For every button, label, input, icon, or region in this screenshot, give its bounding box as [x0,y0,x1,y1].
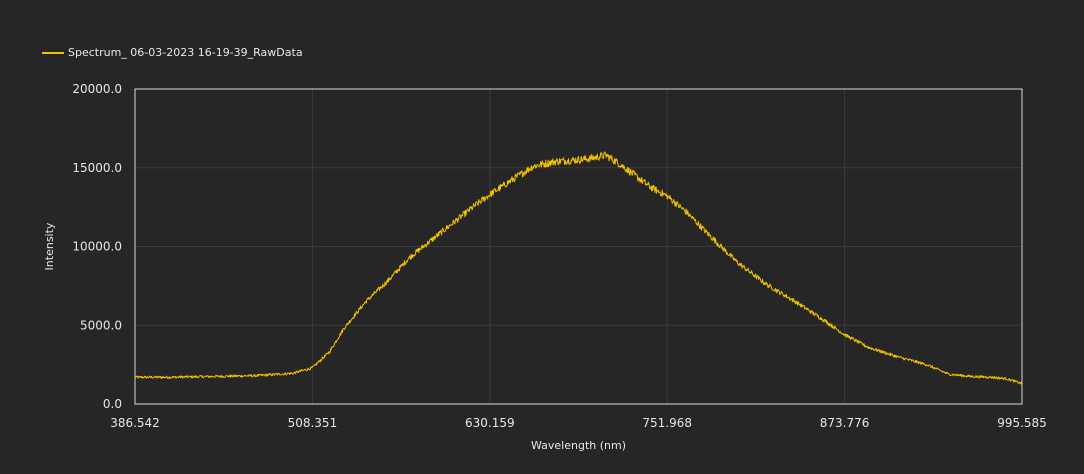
x-tick-label: 386.542 [110,416,160,430]
y-tick-label: 20000.0 [72,82,122,96]
x-tick-label: 873.776 [820,416,870,430]
x-tick-label: 630.159 [465,416,515,430]
x-tick-label: 751.968 [642,416,692,430]
legend-swatch [42,51,64,54]
y-tick-label: 0.0 [103,397,122,411]
y-tick-label: 10000.0 [72,240,122,254]
spectrum-series-line [134,151,1023,385]
x-tick-label: 995.585 [997,416,1047,430]
legend[interactable]: Spectrum_ 06-03-2023 16-19-39_RawData [42,46,303,59]
y-tick-label: 5000.0 [80,318,122,332]
x-tick-label: 508.351 [288,416,338,430]
x-axis-title: Wavelength (nm) [531,439,626,452]
y-tick-label: 15000.0 [72,161,122,175]
y-axis-title: Intensity [43,222,56,270]
plot-area-border [134,88,1023,405]
legend-label: Spectrum_ 06-03-2023 16-19-39_RawData [68,46,303,59]
